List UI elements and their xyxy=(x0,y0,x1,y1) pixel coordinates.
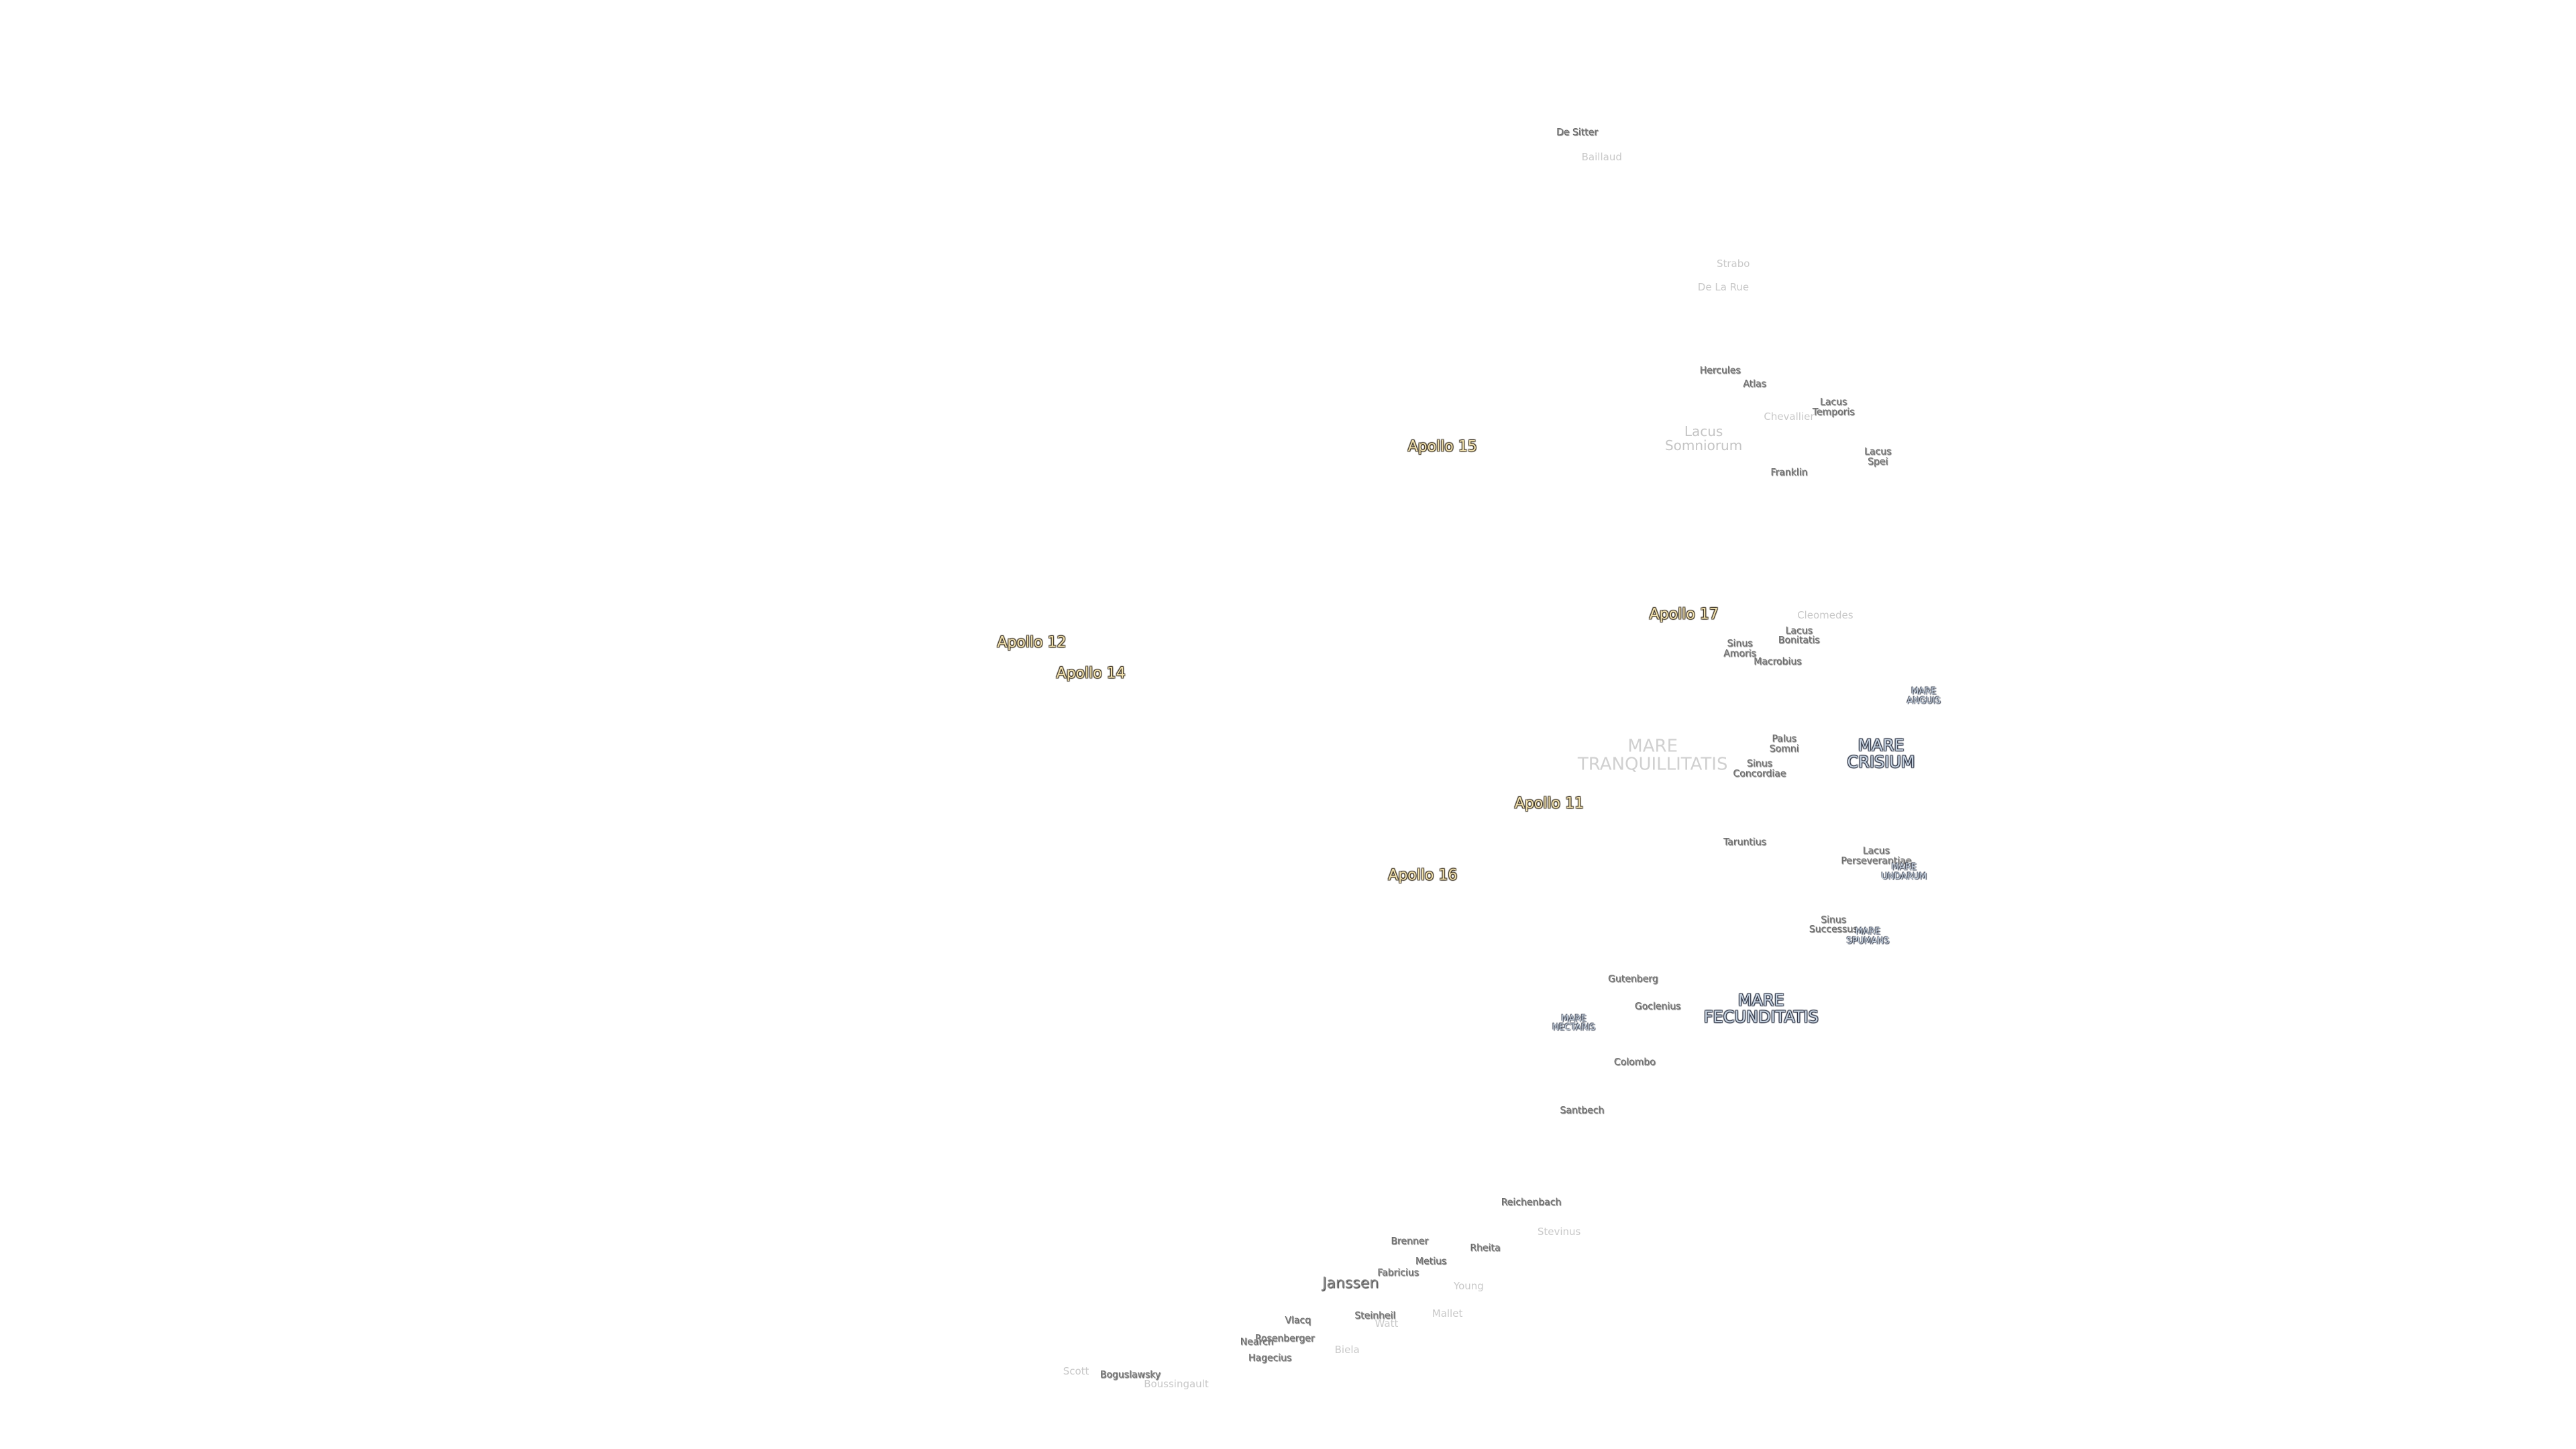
feature-label: De Sitter xyxy=(1556,127,1598,139)
feature-label: Watt xyxy=(1375,1318,1399,1330)
feature-label: MARE FECUNDITATIS xyxy=(1703,990,1819,1026)
feature-label: Fabricius xyxy=(1377,1267,1419,1279)
feature-label: Apollo 14 xyxy=(1056,665,1126,682)
feature-label: Hercules xyxy=(1699,366,1741,377)
feature-label: Santbech xyxy=(1560,1105,1605,1116)
feature-label: Chevallier xyxy=(1764,411,1815,423)
feature-label: Lacus Temporis xyxy=(1812,396,1855,418)
feature-label: Apollo 16 xyxy=(1388,867,1458,884)
feature-label: Atlas xyxy=(1743,378,1766,390)
feature-label: Strabo xyxy=(1716,258,1750,270)
feature-label: Steinheil xyxy=(1354,1310,1396,1322)
feature-label: De La Rue xyxy=(1697,280,1750,293)
feature-label: Franklin xyxy=(1770,467,1808,478)
feature-label: MARE CRISIUM xyxy=(1847,735,1915,772)
feature-label: MARE TRANQUILLITATIS xyxy=(1577,736,1728,775)
feature-label: Macrobius xyxy=(1754,656,1802,667)
feature-label: Apollo 11 xyxy=(1514,795,1584,812)
feature-label: Brenner xyxy=(1391,1236,1429,1248)
feature-label: Apollo 17 xyxy=(1649,606,1719,623)
feature-label: MARE NECTARIS xyxy=(1552,1014,1596,1033)
feature-label: Hagecius xyxy=(1248,1352,1292,1364)
feature-label: Rheita xyxy=(1470,1242,1501,1254)
feature-label: Boussingault xyxy=(1144,1378,1209,1391)
feature-label: Palus Somni xyxy=(1769,733,1799,755)
feature-label: MARE SPUMANS xyxy=(1846,926,1890,946)
feature-label: Stevinus xyxy=(1537,1225,1581,1238)
feature-label: Rosenberger xyxy=(1254,1333,1315,1344)
feature-label: Vlacq xyxy=(1285,1315,1311,1326)
feature-label: Gutenberg xyxy=(1607,973,1658,985)
feature-label: Janssen xyxy=(1322,1275,1379,1292)
feature-label: Apollo 15 xyxy=(1407,438,1477,455)
feature-label: MARE ANGUIS xyxy=(1907,686,1941,706)
feature-label: Colombo xyxy=(1613,1057,1656,1069)
feature-label: Scott xyxy=(1063,1365,1089,1378)
feature-label: Metius xyxy=(1415,1256,1447,1267)
feature-label: Sinus Successus xyxy=(1809,914,1858,935)
feature-label: Sinus Amoris xyxy=(1723,638,1756,659)
feature-label: Nearch xyxy=(1240,1336,1274,1348)
feature-label: Reichenbach xyxy=(1501,1197,1562,1208)
feature-label: Baillaud xyxy=(1581,151,1622,164)
feature-label: Young xyxy=(1453,1279,1484,1292)
feature-label: Lacus Spei xyxy=(1864,446,1892,467)
feature-label: Apollo 12 xyxy=(997,634,1067,651)
feature-label: Lacus Perseverantiae xyxy=(1841,845,1912,866)
feature-label: Lacus Bonitatis xyxy=(1778,625,1820,646)
feature-label: Cleomedes xyxy=(1797,609,1854,622)
feature-label: Lacus Somniorum xyxy=(1664,423,1743,453)
feature-label: Boguslawsky xyxy=(1099,1369,1161,1381)
feature-label: Goclenius xyxy=(1634,1001,1681,1012)
feature-label: Mallet xyxy=(1432,1307,1463,1320)
feature-label: MARE UNDARUM xyxy=(1881,862,1927,882)
feature-label: Sinus Concordiae xyxy=(1733,758,1786,780)
feature-label: Biela xyxy=(1334,1344,1360,1356)
feature-label: Taruntius xyxy=(1723,837,1766,848)
